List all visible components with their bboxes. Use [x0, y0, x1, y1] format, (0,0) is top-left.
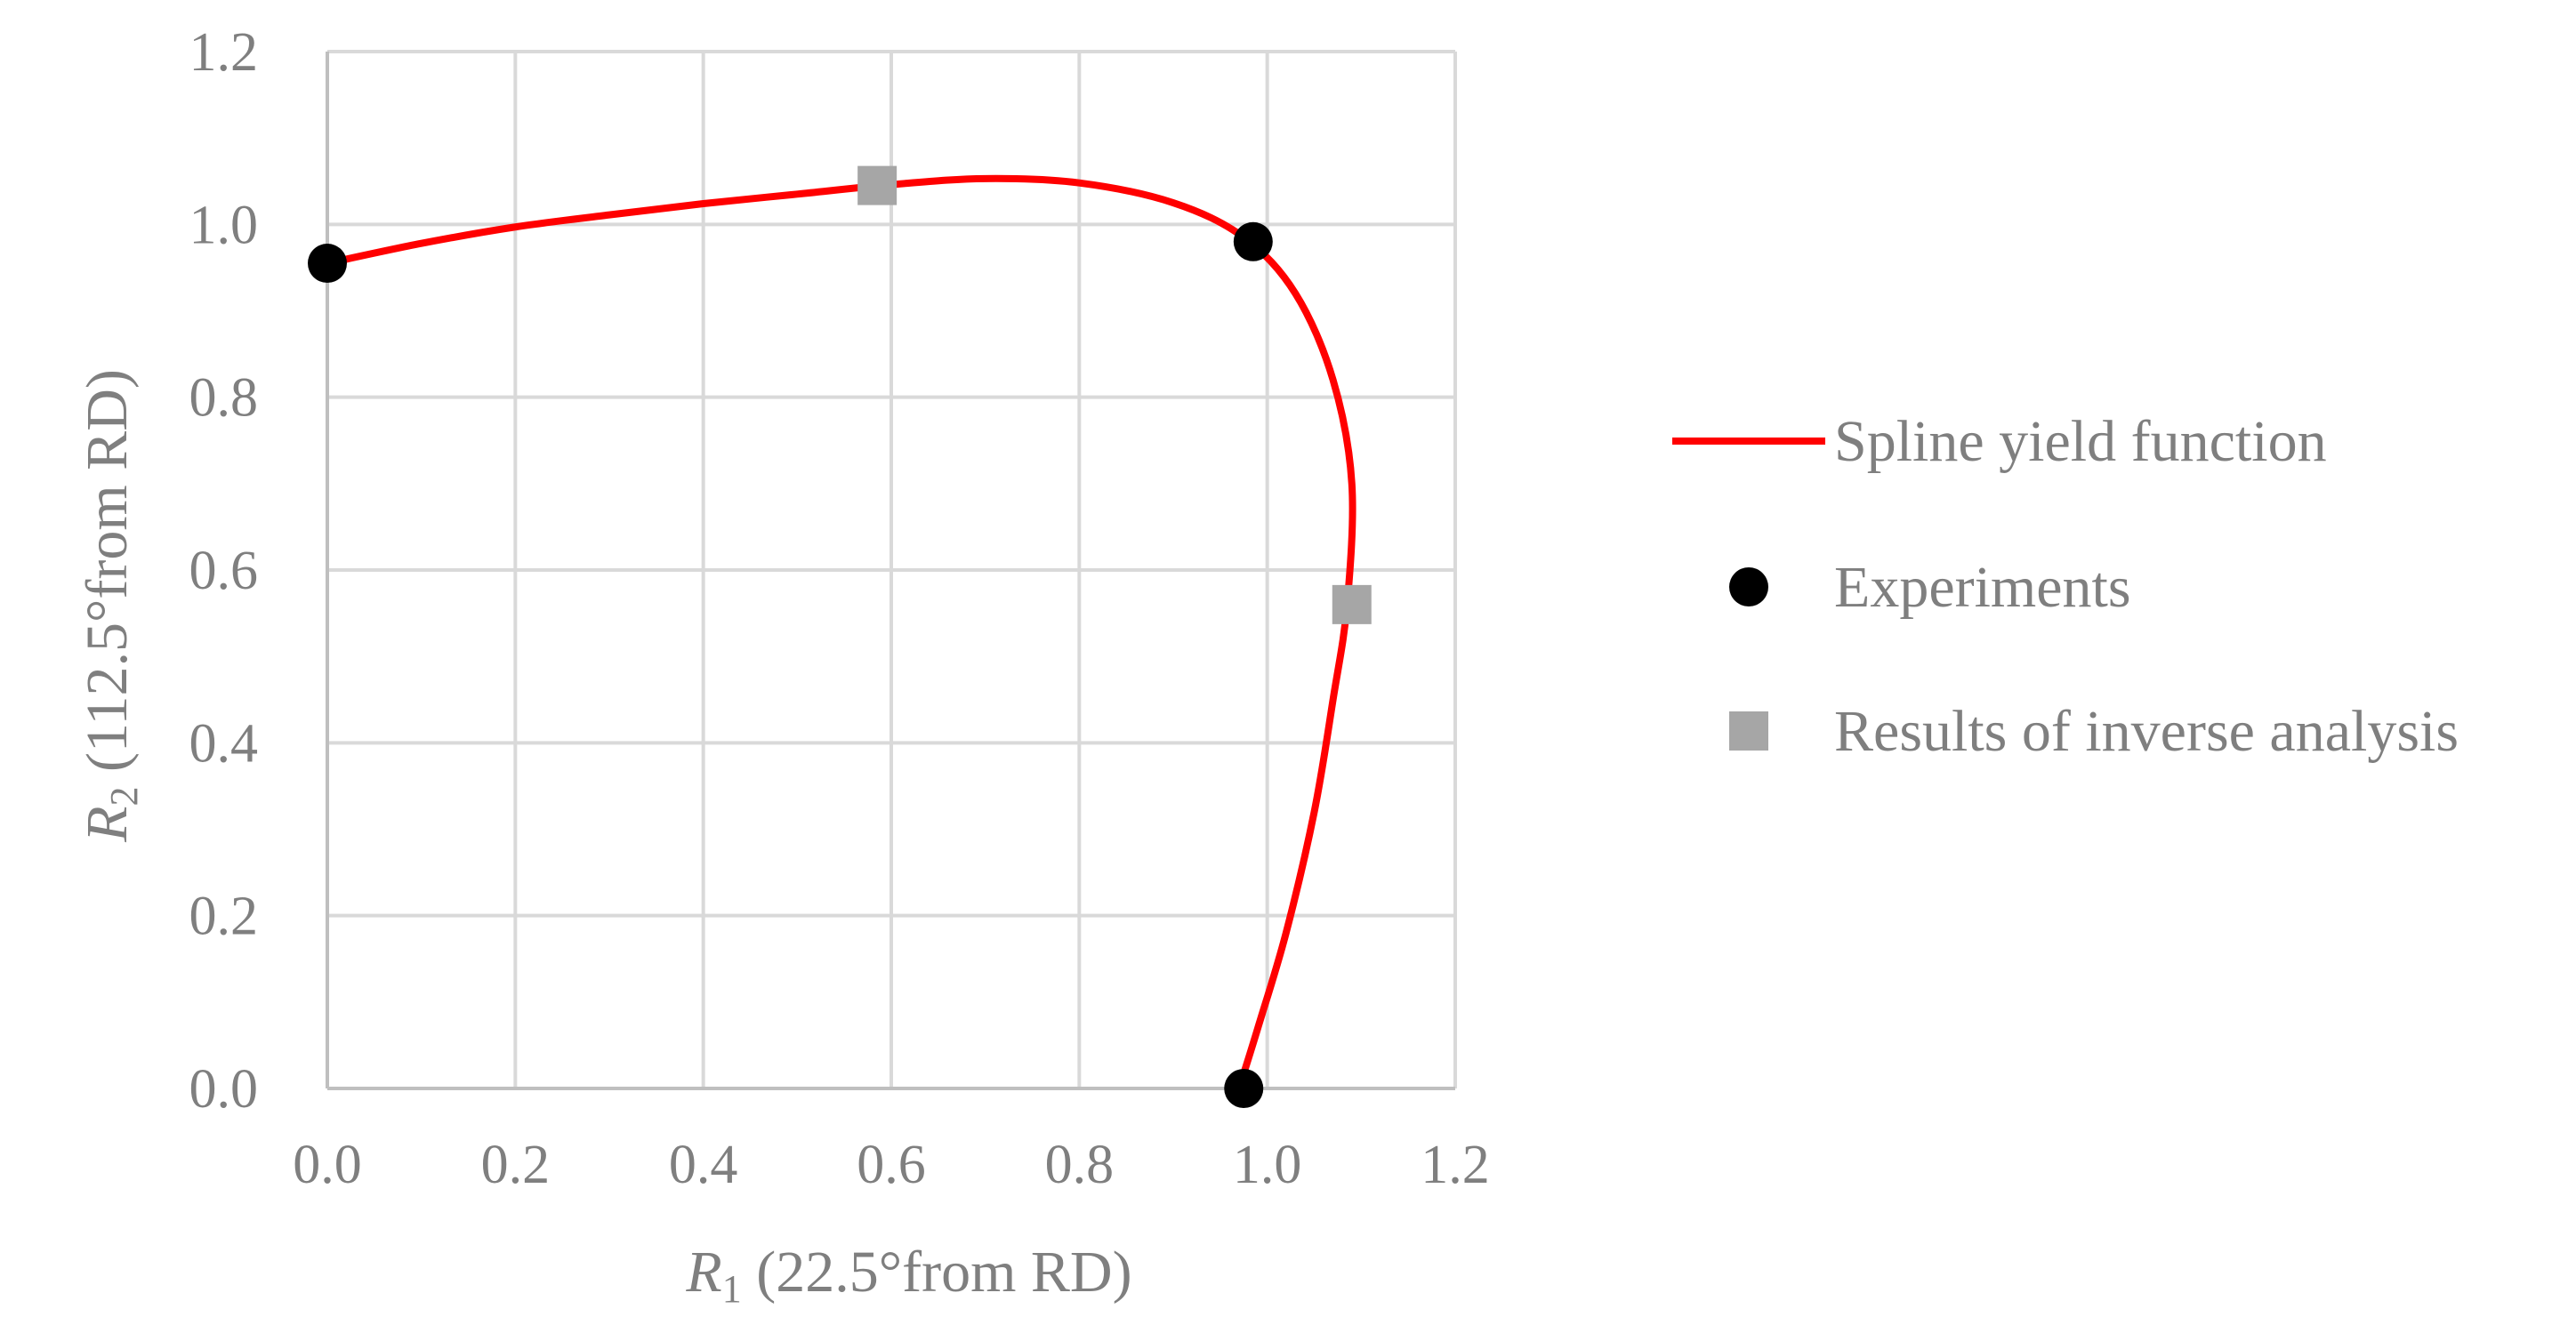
- legend-label-experiments: Experiments: [1834, 555, 2131, 620]
- axes: [326, 52, 1455, 1090]
- x-tick-label: 1.2: [1421, 1135, 1490, 1195]
- y-axis-subscript: 2: [102, 787, 146, 807]
- inverse-analysis-point: [857, 165, 898, 205]
- x-axis-rest: (22.5°from RD): [742, 1240, 1132, 1305]
- x-axis-title: R1 (22.5°from RD): [685, 1240, 1131, 1311]
- x-axis-subscript: 1: [722, 1267, 742, 1311]
- experiment-point: [1224, 1069, 1264, 1108]
- legend: Spline yield function Experiments Result…: [1672, 409, 2459, 764]
- x-tick-label: 0.8: [1045, 1135, 1115, 1195]
- y-tick-label: 0.6: [189, 541, 259, 601]
- experiment-point: [308, 244, 347, 284]
- x-tick-label: 0.2: [481, 1135, 551, 1195]
- spline-yield-function-line: [324, 174, 1356, 1092]
- legend-swatch-inverse: [1729, 711, 1768, 751]
- y-tick-label: 0.8: [189, 368, 259, 429]
- legend-swatch-experiments: [1729, 567, 1768, 606]
- tick-labels: 0.0 0.2 0.4 0.6 0.8 1.0 1.2 0.0 0.2 0.4 0.6 0.8 1.0 1…: [189, 22, 1490, 1195]
- x-tick-label: 0.4: [669, 1135, 738, 1195]
- y-tick-label: 0.2: [189, 887, 259, 947]
- legend-label-inverse: Results of inverse analysis: [1834, 699, 2459, 764]
- y-tick-label: 0.4: [189, 713, 259, 774]
- x-tick-label: 0.6: [857, 1135, 926, 1195]
- x-axis-var: R: [685, 1240, 721, 1305]
- inverse-analysis-point: [1332, 584, 1372, 624]
- y-axis-title: R2 (112.5°from RD): [75, 369, 146, 843]
- y-tick-label: 1.2: [189, 22, 259, 83]
- y-tick-label: 1.0: [189, 195, 259, 255]
- x-tick-label: 0.0: [293, 1135, 362, 1195]
- experiment-point: [1233, 221, 1273, 261]
- y-axis-rest: (112.5°from RD): [75, 369, 140, 786]
- x-tick-label: 1.0: [1233, 1135, 1302, 1195]
- y-axis-var: R: [75, 807, 140, 843]
- y-tick-label: 0.0: [189, 1059, 259, 1120]
- plot-area: [308, 165, 1372, 1108]
- legend-label-spline: Spline yield function: [1834, 409, 2327, 474]
